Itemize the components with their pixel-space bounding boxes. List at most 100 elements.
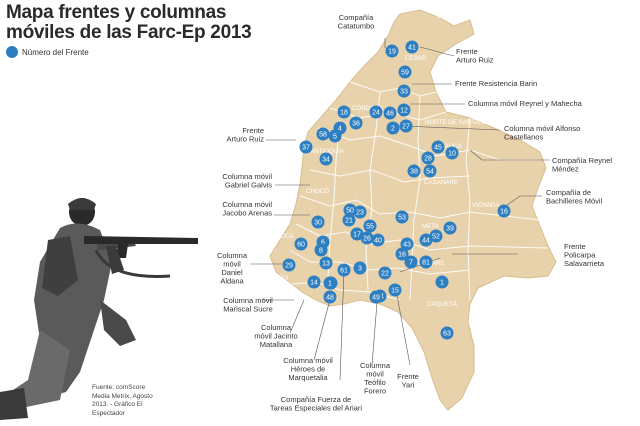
front-marker[interactable]: 44 <box>419 233 433 247</box>
marker-circle <box>445 146 459 160</box>
front-marker[interactable]: 58 <box>316 127 330 141</box>
front-marker[interactable]: 81 <box>419 255 433 269</box>
marker-number: 26 <box>363 236 371 243</box>
front-marker[interactable]: 14 <box>307 275 321 289</box>
front-marker[interactable]: 55 <box>363 219 377 233</box>
front-marker[interactable]: 13 <box>319 256 333 270</box>
source-note: Fuente: comScore Media Metrix, Agosto 20… <box>92 384 172 418</box>
front-marker[interactable]: 16 <box>395 247 409 261</box>
marker-number: 30 <box>314 220 322 227</box>
marker-circle <box>363 219 377 233</box>
front-marker[interactable]: 16 <box>497 204 511 218</box>
front-marker[interactable]: 29 <box>282 258 296 272</box>
front-marker[interactable]: 27 <box>399 119 413 133</box>
region-label: ANTIOQUIA <box>310 148 345 155</box>
marker-circle <box>386 121 400 135</box>
front-marker[interactable]: 19 <box>385 44 399 58</box>
front-marker[interactable]: 43 <box>400 237 414 251</box>
front-marker[interactable]: 17 <box>350 227 364 241</box>
region-label: CESAR <box>405 55 427 62</box>
marker-number: 45 <box>434 145 442 152</box>
source-line: 2013. - Gráfico El <box>92 401 143 408</box>
front-marker[interactable]: 45 <box>431 140 445 154</box>
front-label-reynel-mendez: Compañía Reynel Méndez <box>552 156 612 174</box>
marker-number: 34 <box>322 157 330 164</box>
front-marker[interactable]: 50 <box>343 203 357 217</box>
front-marker[interactable]: 23 <box>353 205 367 219</box>
marker-number: 52 <box>432 234 440 241</box>
marker-circle <box>319 256 333 270</box>
front-marker[interactable]: 28 <box>421 151 435 165</box>
front-marker[interactable]: 33 <box>397 84 411 98</box>
front-marker[interactable]: 54 <box>423 164 437 178</box>
front-marker[interactable]: 18 <box>337 105 351 119</box>
front-marker[interactable]: 8 <box>314 243 328 257</box>
marker-number: 1 <box>328 281 332 288</box>
front-marker[interactable]: 24 <box>369 105 383 119</box>
front-marker[interactable]: 40 <box>371 233 385 247</box>
front-label-policarpa: Frente Policarpa Salavarrieta <box>564 242 605 268</box>
front-marker[interactable]: 46 <box>383 106 397 120</box>
legend-label: Número del Frente <box>22 47 89 57</box>
marker-circle <box>385 44 399 58</box>
marker-circle <box>400 237 414 251</box>
front-marker[interactable]: 37 <box>299 140 313 154</box>
marker-circle <box>323 290 337 304</box>
marker-circle <box>399 119 413 133</box>
source-line: Espectador <box>92 409 125 417</box>
front-marker[interactable]: 34 <box>319 152 333 166</box>
front-marker[interactable]: 38 <box>407 164 421 178</box>
marker-number: 8 <box>319 248 323 255</box>
marker-circle <box>388 283 402 297</box>
front-label-jacobo-arenas: Columna móvil Jacobo Arenas <box>222 200 272 218</box>
front-marker[interactable]: 59 <box>398 65 412 79</box>
marker-number: 46 <box>386 111 394 118</box>
front-marker[interactable]: 15 <box>388 283 402 297</box>
marker-number: 12 <box>400 108 408 115</box>
front-marker[interactable]: 22 <box>378 266 392 280</box>
marker-number: 3 <box>358 266 362 273</box>
front-marker[interactable]: 5 <box>328 129 342 143</box>
front-marker[interactable]: 3 <box>353 261 367 275</box>
marker-number: 36 <box>352 121 360 128</box>
front-marker[interactable]: 48 <box>323 290 337 304</box>
front-marker[interactable]: 21 <box>342 213 356 227</box>
region-label: META <box>422 223 440 230</box>
region-label: CHOCÓ <box>306 188 329 195</box>
front-marker[interactable]: 7 <box>404 255 418 269</box>
marker-number: 81 <box>422 260 430 267</box>
marker-circle <box>423 164 437 178</box>
front-marker[interactable]: 26 <box>360 231 374 245</box>
front-marker[interactable]: 12 <box>397 103 411 117</box>
front-marker[interactable]: 39 <box>443 221 457 235</box>
marker-circle <box>349 116 363 130</box>
front-marker[interactable]: 10 <box>445 146 459 160</box>
marker-number: 39 <box>446 226 454 233</box>
front-marker[interactable]: 53 <box>395 210 409 224</box>
marker-circle <box>328 129 342 143</box>
front-marker[interactable]: 2 <box>386 121 400 135</box>
marker-number: 16 <box>500 209 508 216</box>
front-labels: Compañía Catatumbo Frente Arturo Ruiz Frente… <box>217 13 612 413</box>
front-marker[interactable]: 30 <box>311 215 325 229</box>
marker-number: 4 <box>338 126 342 133</box>
front-marker[interactable]: 61 <box>337 263 351 277</box>
front-marker[interactable]: 36 <box>349 116 363 130</box>
front-marker[interactable]: 60 <box>294 237 308 251</box>
marker-number: 14 <box>310 280 318 287</box>
marker-circle <box>319 152 333 166</box>
front-marker[interactable]: 49 <box>369 290 383 304</box>
marker-number: 60 <box>297 242 305 249</box>
marker-circle <box>314 243 328 257</box>
front-marker[interactable]: 1 <box>435 275 449 289</box>
front-marker[interactable]: 41 <box>405 40 419 54</box>
marker-circle <box>398 65 412 79</box>
front-marker[interactable]: 63 <box>440 326 454 340</box>
front-label-daniel-aldana: Columna móvil Daniel Aldana <box>217 251 248 286</box>
front-marker[interactable]: 1 <box>323 276 337 290</box>
front-marker[interactable]: 52 <box>429 229 443 243</box>
marker-number: 6 <box>321 240 325 247</box>
marker-number: 28 <box>424 156 432 163</box>
